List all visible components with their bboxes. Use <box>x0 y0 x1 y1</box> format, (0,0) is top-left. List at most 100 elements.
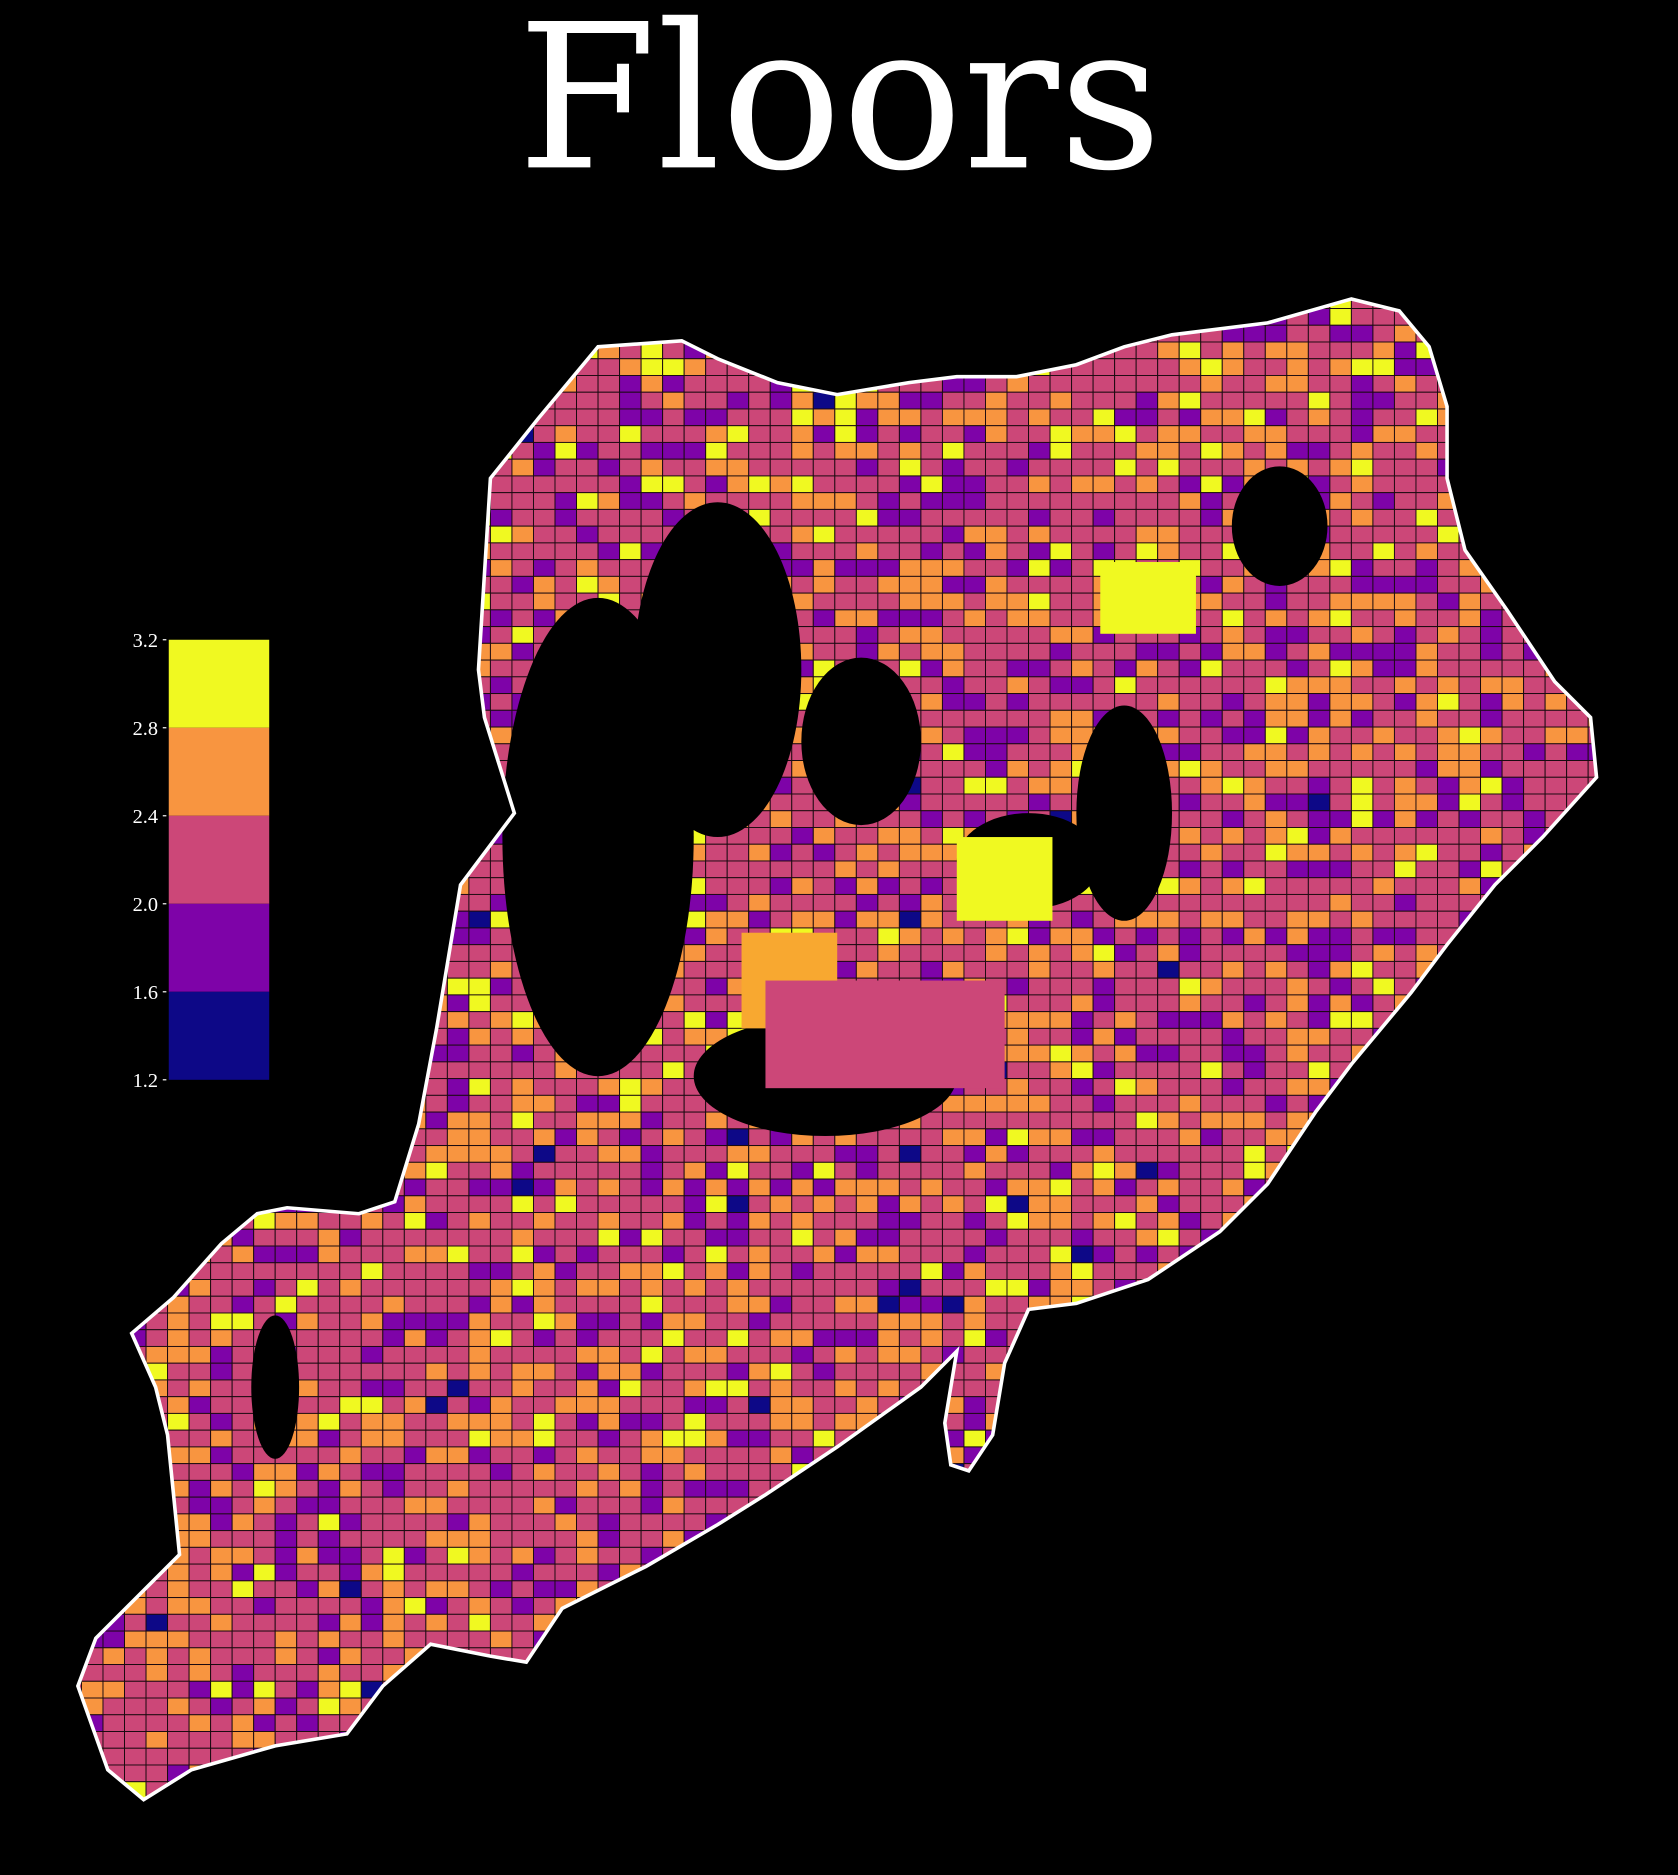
lot-cell <box>1157 1362 1180 1381</box>
lot-cell <box>748 458 771 477</box>
lot-cell <box>403 810 427 828</box>
lot-cell <box>1006 1279 1030 1297</box>
lot-cell <box>188 324 212 343</box>
lot-cell <box>1437 776 1460 795</box>
lot-cell <box>511 341 534 360</box>
lot-cell <box>963 1262 986 1280</box>
lot-cell <box>1028 1011 1051 1029</box>
lot-cell <box>1587 1145 1597 1163</box>
lot-cell <box>554 525 578 544</box>
lot-cell <box>1286 910 1309 929</box>
lot-cell <box>274 910 298 929</box>
lot-cell <box>898 592 922 611</box>
lot-cell <box>296 843 319 862</box>
lot-cell <box>1157 1228 1180 1247</box>
lot-cell <box>1610 961 1632 978</box>
lot-cell <box>1006 693 1030 711</box>
lot-cell <box>382 726 405 745</box>
lot-cell <box>576 1295 599 1314</box>
lot-cell <box>662 1312 685 1331</box>
lot-cell <box>1264 910 1288 929</box>
lot-cell <box>188 592 212 611</box>
lot-cell <box>360 960 384 979</box>
lot-cell <box>1458 1011 1482 1029</box>
lot-cell <box>339 475 362 494</box>
lot-cell <box>167 1195 190 1214</box>
lot-cell <box>1092 425 1116 443</box>
lot-cell <box>877 927 900 946</box>
lot-cell <box>360 374 384 393</box>
lot-cell <box>1523 893 1546 912</box>
lot-cell <box>1006 642 1030 661</box>
lot-cell <box>1200 1329 1223 1347</box>
lot-cell <box>576 559 599 577</box>
lot-cell <box>985 960 1008 979</box>
lot-cell <box>1523 341 1546 360</box>
lot-cell <box>1307 994 1331 1013</box>
lot-cell <box>662 441 685 460</box>
lot-cell <box>963 324 986 343</box>
lot-cell <box>1006 308 1030 326</box>
lot-cell <box>188 1195 212 1214</box>
lot-cell <box>124 1212 147 1230</box>
lot-cell <box>382 492 405 510</box>
lot-cell <box>80 977 104 996</box>
lot-cell <box>1329 1312 1352 1331</box>
lot-cell <box>1523 1262 1546 1280</box>
lot-cell <box>898 508 922 527</box>
lot-cell <box>1157 893 1180 912</box>
lot-cell <box>1158 275 1180 292</box>
lot-cell <box>77 1178 82 1197</box>
lot-cell <box>1264 1027 1288 1046</box>
lot-cell <box>554 1312 578 1331</box>
lot-cell <box>1480 1228 1503 1247</box>
lot-cell <box>576 1078 599 1096</box>
lot-cell <box>360 1145 384 1163</box>
lot-cell <box>1458 709 1482 728</box>
lot-cell <box>1458 508 1482 527</box>
lot-cell <box>102 542 125 561</box>
lot-cell <box>1587 508 1597 527</box>
lot-cell <box>1049 944 1073 962</box>
lot-cell <box>834 1396 857 1414</box>
lot-cell <box>511 609 534 628</box>
lot-cell <box>403 693 427 711</box>
lot-cell <box>210 1345 233 1364</box>
lot-cell <box>1006 927 1030 946</box>
lot-cell <box>769 1295 793 1314</box>
lot-cell <box>1523 1161 1546 1180</box>
lot-cell <box>253 441 276 460</box>
lot-cell <box>705 927 728 946</box>
lot-cell <box>468 374 491 393</box>
lot-cell <box>124 542 147 561</box>
lot-cell <box>1480 793 1503 812</box>
lot-cell <box>532 542 556 561</box>
lot-cell <box>1092 1212 1116 1230</box>
lot-cell <box>726 1295 750 1314</box>
lot-cell <box>253 1161 276 1180</box>
lot-cell <box>1437 1145 1460 1163</box>
lot-cell <box>1071 642 1094 661</box>
lot-cell <box>1157 726 1180 745</box>
lot-cell <box>941 1111 965 1130</box>
lot-cell <box>791 1262 814 1280</box>
lot-cell <box>102 1195 125 1214</box>
lot-cell <box>1393 391 1417 410</box>
lot-cell <box>1544 1279 1568 1297</box>
lot-cell <box>1587 341 1597 360</box>
lot-cell <box>597 559 621 577</box>
lot-cell <box>77 1345 82 1364</box>
lot-cell <box>1049 1094 1073 1113</box>
lot-cell <box>640 1396 664 1414</box>
lot-cell <box>468 944 491 962</box>
lot-cell <box>1006 542 1030 561</box>
lot-cell <box>339 1329 362 1347</box>
lot-cell <box>812 508 836 527</box>
lot-cell <box>446 642 470 661</box>
lot-cell <box>360 709 384 728</box>
lot-cell <box>1566 475 1589 494</box>
lot-cell <box>77 960 82 979</box>
lot-cell <box>77 944 82 962</box>
lot-cell <box>576 391 599 410</box>
lot-cell <box>1135 1128 1159 1147</box>
